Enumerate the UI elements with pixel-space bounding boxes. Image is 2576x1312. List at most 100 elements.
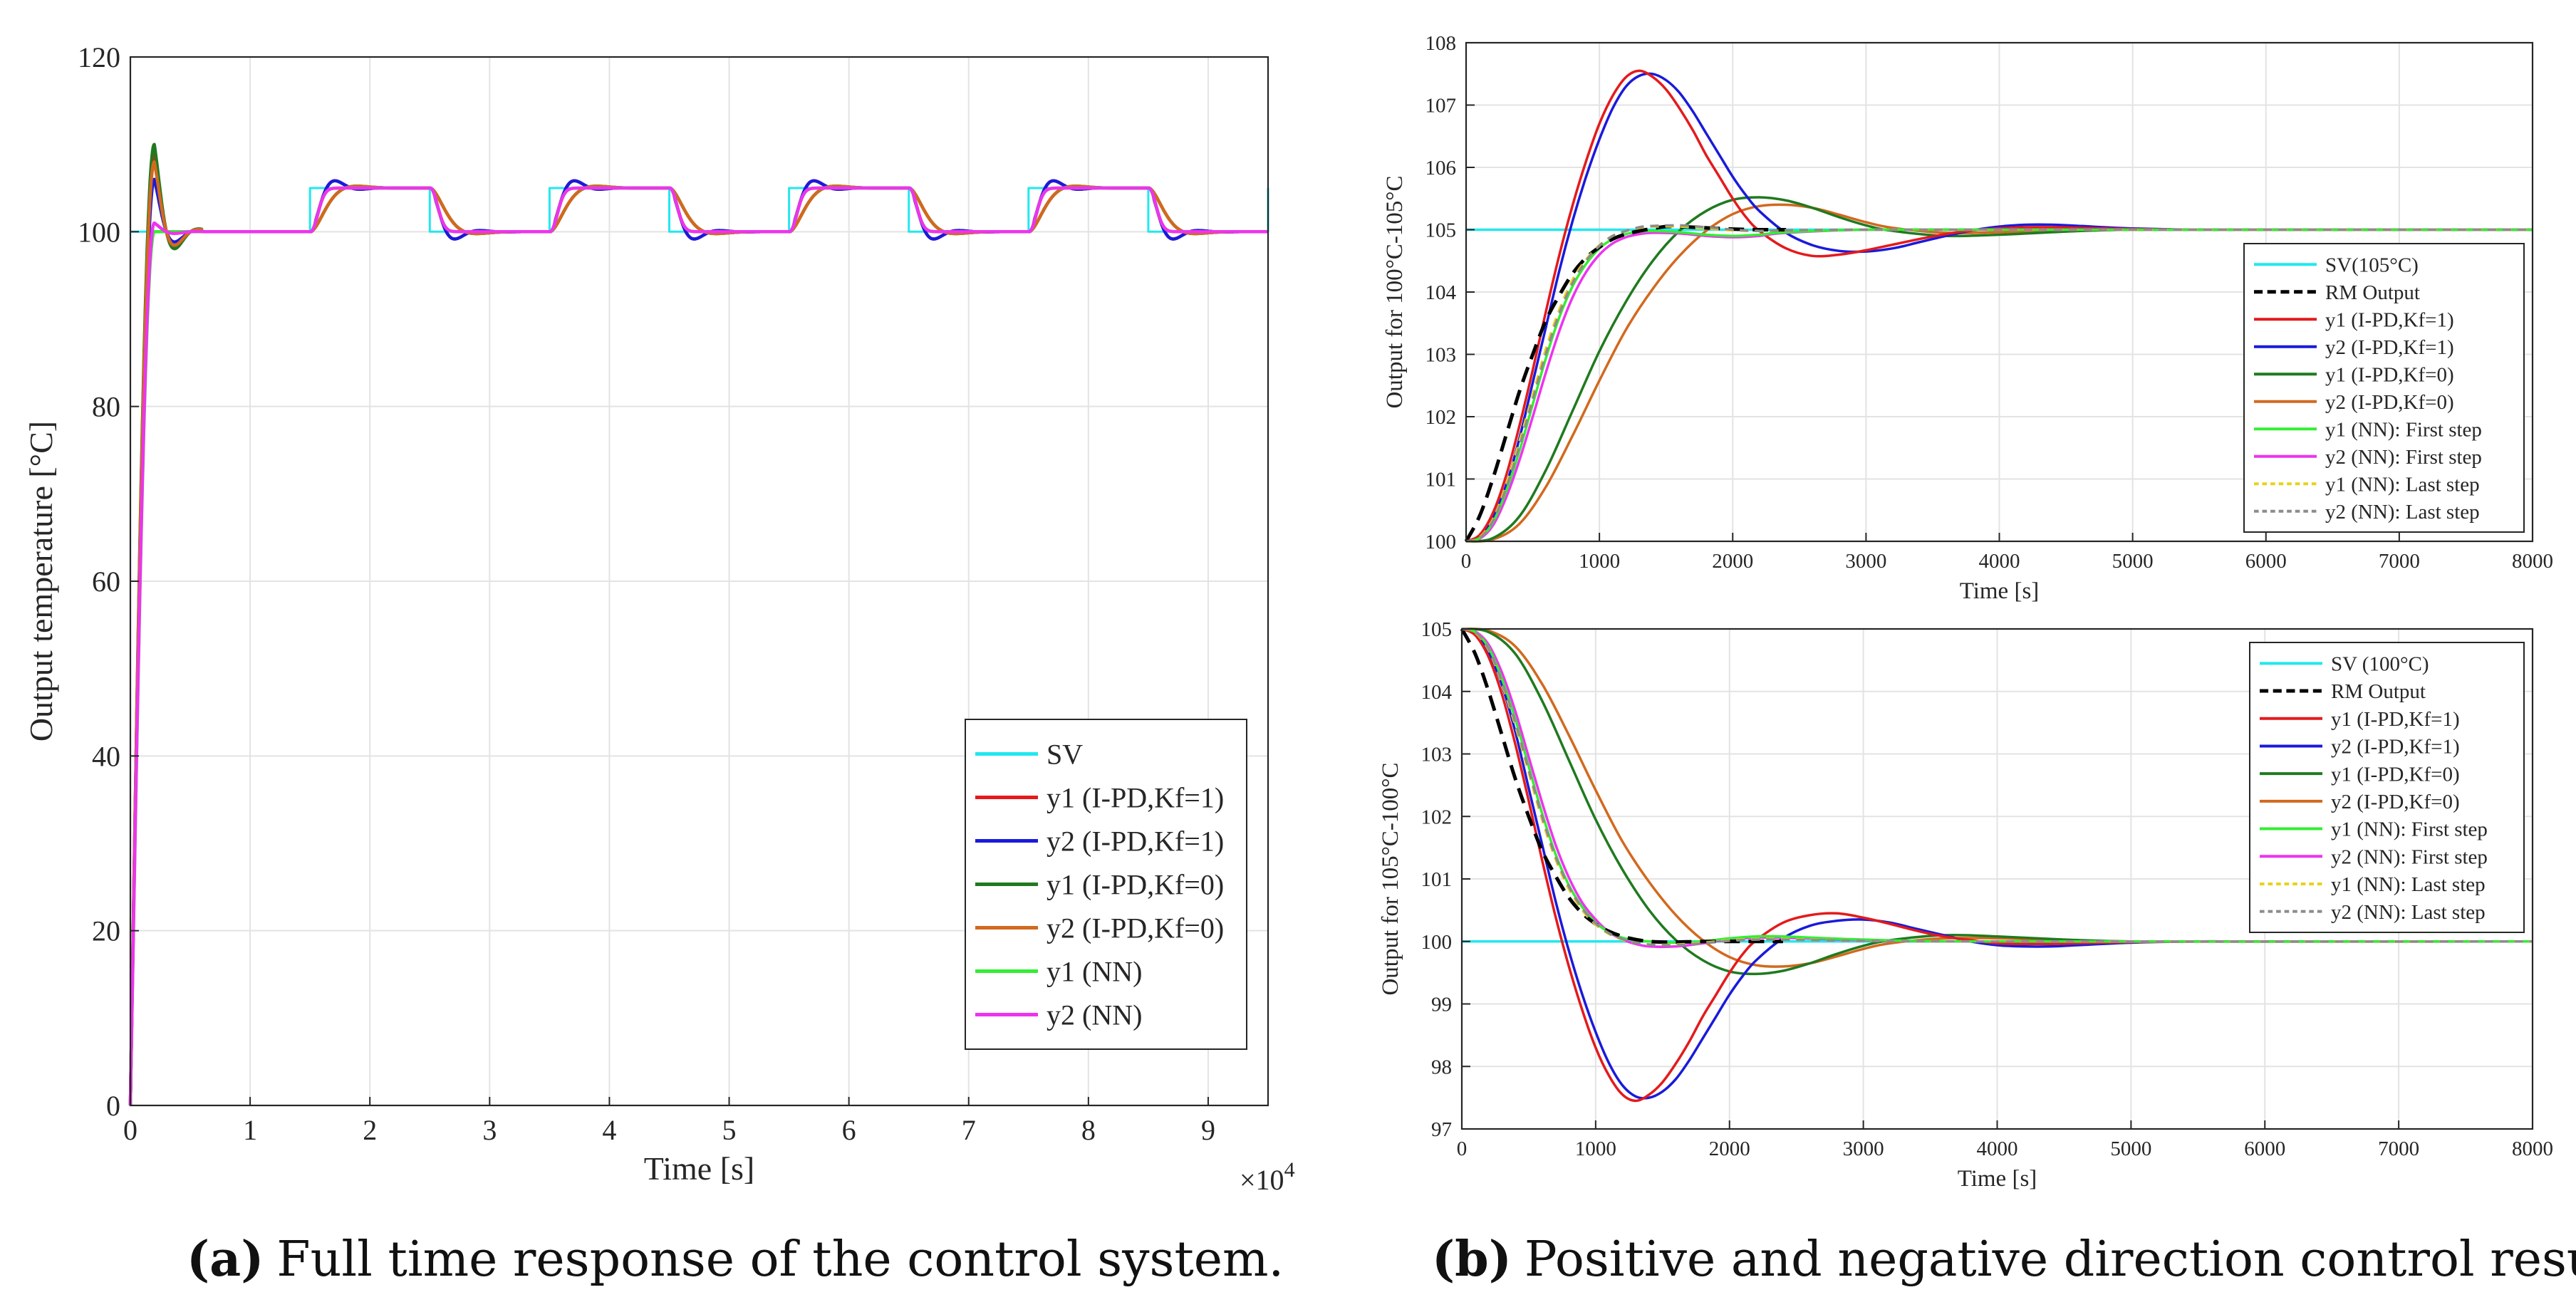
x-tick-label-a: 2: [363, 1114, 377, 1146]
legend-label-y2_ipd_kf0: y2 (I-PD,Kf=0): [2325, 391, 2454, 414]
legend-label-y1_nn: y1 (NN): First step: [2325, 418, 2482, 441]
x-tick-label-b1: 3000: [1845, 550, 1886, 573]
legend-label-rm: RM Output: [2331, 680, 2426, 703]
legend-label-sv: SV (100°C): [2331, 653, 2429, 676]
x-axis-label-a: Time [s]: [644, 1150, 755, 1187]
y-tick-label-b1: 102: [1425, 406, 1457, 429]
x-tick-label-b2: 4000: [1977, 1137, 2018, 1160]
legend-label-y1_ipd_kf1: y1 (I-PD,Kf=1): [2331, 708, 2460, 731]
x-tick-label-a: 6: [842, 1114, 856, 1146]
chart-b1-axes: 0 1000 2000 3000 4000 5000 6000 7000 8000 100 101 1…: [1382, 32, 2553, 604]
legend-label-y2_ipd_kf1: y2 (I-PD,Kf=1): [1046, 826, 1224, 858]
series-line-rm: [1460, 628, 1783, 944]
y-tick-label-a: 20: [92, 915, 120, 947]
x-tick-label-b1: 2000: [1712, 550, 1753, 573]
chart-b2-series: [1460, 628, 2533, 1103]
legend-label-y1_ipd_kf1: y1 (I-PD,Kf=1): [2325, 308, 2454, 331]
y-tick-label-b2: 101: [1421, 868, 1453, 891]
y-tick-label-b1: 105: [1425, 219, 1457, 242]
x-tick-label-b2: 0: [1457, 1137, 1468, 1160]
x-tick-label-a: 1: [243, 1114, 257, 1146]
series-line-y2_ipd_kf1: [1465, 72, 2533, 543]
series-line-y1_ipd_kf1: [1461, 628, 2533, 1103]
x-exponent-label: ×104: [1240, 1158, 1295, 1196]
plot-frame-b2: [1460, 628, 2534, 1130]
series-line-y2_ipd_kf1: [1461, 628, 2533, 1100]
legend-label-y2_nn: y2 (NN): First step: [2325, 446, 2482, 469]
x-tick-label-b1: 5000: [2112, 550, 2154, 573]
legend-label-sv: SV: [1046, 739, 1083, 771]
y-tick-label-b2: 104: [1421, 681, 1453, 704]
legend-label-y1_nn_last: y1 (NN): Last step: [2325, 473, 2480, 496]
legend-label-y1_ipd_kf0: y1 (I-PD,Kf=0): [2331, 763, 2460, 786]
series-line-y2_ipd_kf0: [128, 160, 1269, 1106]
legend-label-y2_nn_last: y2 (NN): Last step: [2325, 501, 2480, 524]
x-exponent-power: 4: [1284, 1158, 1295, 1182]
legend-label-y2_nn: y2 (NN): [1046, 999, 1142, 1031]
legend-label-y2_ipd_kf1: y2 (I-PD,Kf=1): [2325, 336, 2454, 359]
caption-b: (b) Positive and negative direction contr…: [1432, 1231, 2576, 1288]
x-tick-label-b1: 1000: [1579, 550, 1620, 573]
chart-b2-axes: 0 1000 2000 3000 4000 5000 6000 7000 8000 97 98 99 1…: [1378, 618, 2553, 1192]
y-tick-label-a: 80: [92, 391, 120, 423]
x-tick-label-b2: 1000: [1575, 1137, 1616, 1160]
x-tick-label-b1: 6000: [2245, 550, 2287, 573]
legend-label-y1_nn: y1 (NN): First step: [2331, 818, 2488, 841]
chart-a: 0 1 2 3 4 5 6 7 8 9 0 20 40 60 80 100 120 Time [s] Output …: [23, 41, 1295, 1196]
x-tick-label-a: 0: [123, 1114, 137, 1146]
y-tick-label-b2: 97: [1431, 1118, 1452, 1141]
plot-frame-a: [129, 56, 1269, 1107]
y-tick-label-b1: 107: [1425, 95, 1457, 118]
legend-label-y1_ipd_kf1: y1 (I-PD,Kf=1): [1046, 782, 1224, 814]
caption-a-label: (a): [187, 1231, 264, 1288]
legend-label-y1_nn_last: y1 (NN): Last step: [2331, 873, 2486, 896]
x-tick-label-b2: 6000: [2244, 1137, 2285, 1160]
x-tick-label-a: 9: [1201, 1114, 1215, 1146]
legend-label-y1_ipd_kf0: y1 (I-PD,Kf=0): [1046, 869, 1224, 901]
legend-label-sv: SV(105°C): [2325, 254, 2419, 276]
y-tick-label-b1: 108: [1425, 32, 1457, 55]
x-axis-label-b2: Time [s]: [1958, 1166, 2037, 1192]
legend-label-y2_ipd_kf0: y2 (I-PD,Kf=0): [1046, 912, 1224, 944]
y-tick-label-b1: 104: [1425, 281, 1457, 304]
caption-a: (a) Full time response of the control sys…: [187, 1231, 1284, 1288]
y-axis-label-b2: Output for 105°C-100°C: [1378, 762, 1403, 995]
y-tick-label-b1: 101: [1425, 469, 1457, 491]
x-tick-label-b2: 5000: [2110, 1137, 2151, 1160]
y-tick-label-a: 60: [92, 566, 120, 598]
legend-label-y2_nn: y2 (NN): First step: [2331, 845, 2488, 868]
series-line-y2_nn_last: [1461, 628, 2533, 947]
y-axis-label-a: Output temperature [°C]: [23, 421, 59, 741]
x-tick-label-a: 5: [722, 1114, 737, 1146]
x-tick-label-b2: 7000: [2378, 1137, 2419, 1160]
x-tick-label-a: 7: [962, 1114, 976, 1146]
chart-b1-series: [1464, 69, 2533, 543]
x-tick-label-b1: 4000: [1979, 550, 2020, 573]
y-tick-label-b1: 103: [1425, 344, 1457, 367]
y-tick-label-b2: 100: [1421, 931, 1453, 954]
y-tick-label-b2: 102: [1421, 806, 1453, 828]
chart-b2-legend: SV (100°C) RM Output y1 (I-PD,Kf=1) y2 (I-P…: [2249, 642, 2525, 933]
series-line-y1_ipd_kf1: [1465, 69, 2533, 543]
chart-a-series: [128, 142, 1269, 1106]
y-tick-label-b2: 103: [1421, 744, 1453, 766]
x-tick-label-a: 8: [1081, 1114, 1096, 1146]
chart-a-legend: SV y1 (I-PD,Kf=1) y2 (I-PD,Kf=1) y1 (I-PD,K…: [965, 719, 1247, 1050]
x-tick-label-b2: 3000: [1843, 1137, 1884, 1160]
y-tick-label-b2: 105: [1421, 618, 1453, 641]
chart-b1: 0 1000 2000 3000 4000 5000 6000 7000 8000 100 101 1…: [1382, 32, 2553, 604]
y-axis-label-b1: Output for 100°C-105°C: [1382, 175, 1408, 408]
caption-b-label: (b): [1432, 1231, 1512, 1288]
chart-b1-legend: SV(105°C) RM Output y1 (I-PD,Kf=1) y2 (I-PD…: [2243, 243, 2525, 533]
chart-b2: 0 1000 2000 3000 4000 5000 6000 7000 8000 97 98 99 1…: [1378, 618, 2553, 1192]
x-tick-label-a: 3: [482, 1114, 497, 1146]
x-tick-label-b2: 2000: [1709, 1137, 1750, 1160]
series-line-y1_nn: [1465, 228, 2533, 543]
legend-label-rm: RM Output: [2325, 281, 2420, 304]
legend-label-y2_ipd_kf0: y2 (I-PD,Kf=0): [2331, 791, 2460, 813]
series-line-y2_nn_last: [1465, 224, 2533, 543]
y-tick-label-b1: 100: [1425, 531, 1457, 553]
y-tick-label-a: 100: [78, 216, 120, 248]
y-tick-label-b1: 106: [1425, 157, 1457, 179]
